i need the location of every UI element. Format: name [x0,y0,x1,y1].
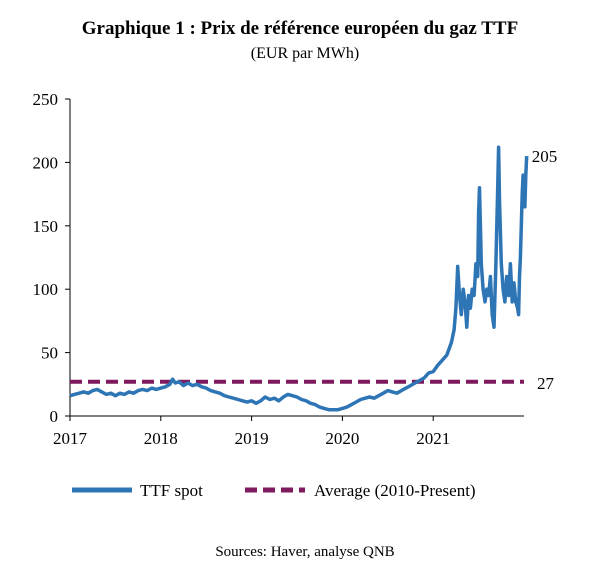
axes: 0 50 100 150 200 250 2017 2018 2019 2020 2021 [33,90,524,448]
legend: TTF spot Average (2010-Present) [72,481,476,500]
chart-title: Graphique 1 : Prix de référence européen… [82,18,518,39]
plot-area: 27 205 [69,145,558,412]
end-label-ttf-spot: 205 [532,147,558,166]
end-label-average: 27 [537,374,555,393]
y-tick-label: 150 [33,217,59,236]
x-tick-label: 2020 [325,429,359,448]
chart-source: Sources: Haver, analyse QNB [215,544,394,560]
chart-subtitle: (EUR par MWh) [251,45,359,62]
x-tick-label: 2017 [53,429,88,448]
legend-label-average: Average (2010-Present) [314,481,476,500]
x-tick-label: 2021 [416,429,450,448]
series-line-ttf-spot [69,145,529,412]
x-tick-label: 2018 [144,429,178,448]
y-tick-label: 50 [41,344,58,363]
legend-label-ttf-spot: TTF spot [140,481,203,500]
y-tick-label: 250 [33,90,59,109]
y-tick-label: 100 [33,280,59,299]
y-tick-label: 0 [50,407,59,426]
y-tick-label: 200 [33,153,59,172]
x-tick-label: 2019 [235,429,269,448]
